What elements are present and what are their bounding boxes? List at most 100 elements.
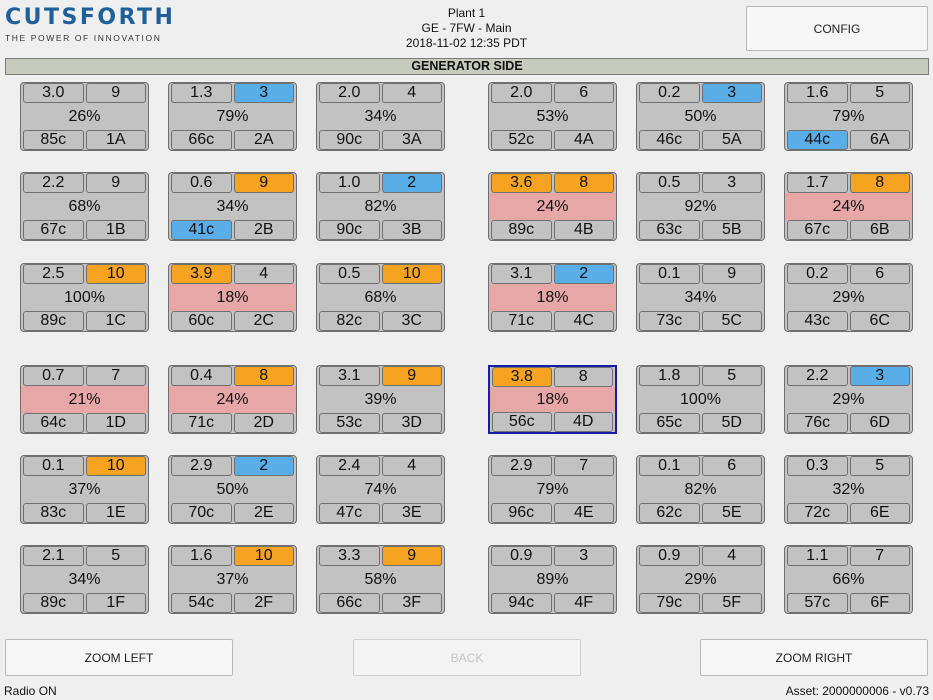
tile-position-id: 3E	[381, 503, 442, 523]
tile-position-id: 1C	[85, 311, 146, 331]
brush-tile-5c[interactable]: 0.1 9 34% 73c 5C	[636, 263, 765, 332]
zoom-right-button[interactable]: ZOOM RIGHT	[700, 639, 928, 676]
tile-wear-value: 0.5	[639, 173, 700, 193]
brush-tile-2e[interactable]: 2.9 2 50% 70c 2E	[168, 455, 297, 524]
tile-wear-value: 2.9	[491, 456, 552, 476]
tile-top-row: 3.0 9	[21, 83, 148, 103]
brush-tile-1e[interactable]: 0.1 10 37% 83c 1E	[20, 455, 149, 524]
brush-tile-3c[interactable]: 0.5 10 68% 82c 3C	[316, 263, 445, 332]
tile-percent: 29%	[684, 570, 717, 588]
tile-temperature: 82c	[319, 311, 380, 331]
tile-temperature: 56c	[492, 412, 552, 432]
brush-tile-6f[interactable]: 1.1 7 66% 57c 6F	[784, 545, 913, 614]
brush-tile-2c[interactable]: 3.9 4 18% 60c 2C	[168, 263, 297, 332]
tile-position-id: 5F	[701, 593, 762, 613]
logo-wordmark: CUTSFORTH	[5, 5, 176, 30]
tile-bottom-row: 67c 1B	[21, 220, 148, 240]
brush-tile-5e[interactable]: 0.1 6 82% 62c 5E	[636, 455, 765, 524]
brush-tile-6c[interactable]: 0.2 6 29% 43c 6C	[784, 263, 913, 332]
tile-temperature: 70c	[171, 503, 232, 523]
tile-percent: 50%	[684, 107, 717, 125]
tile-position-id: 5E	[701, 503, 762, 523]
brush-tile-3f[interactable]: 3.3 9 58% 66c 3F	[316, 545, 445, 614]
tile-percent: 18%	[169, 284, 296, 311]
tile-bottom-row: 83c 1E	[21, 503, 148, 523]
tile-bottom-row: 41c 2B	[169, 220, 296, 240]
tile-bottom-row: 70c 2E	[169, 503, 296, 523]
tile-percent: 89%	[536, 570, 569, 588]
tile-bottom-row: 71c 2D	[169, 413, 296, 433]
tile-temperature: 46c	[639, 130, 700, 150]
tile-temperature: 66c	[171, 130, 232, 150]
tile-bottom-row: 54c 2F	[169, 593, 296, 613]
tile-count-value: 8	[849, 173, 910, 193]
tile-percent: 18%	[489, 284, 616, 311]
brush-tile-2b[interactable]: 0.6 9 34% 41c 2B	[168, 172, 297, 241]
tile-percent: 37%	[68, 480, 101, 498]
brush-tile-4f[interactable]: 0.9 3 89% 94c 4F	[488, 545, 617, 614]
tile-top-row: 1.7 8	[785, 173, 912, 193]
tile-wear-value: 1.7	[787, 173, 848, 193]
tile-top-row: 3.8 8	[490, 367, 615, 387]
brush-tile-2f[interactable]: 1.6 10 37% 54c 2F	[168, 545, 297, 614]
tile-top-row: 0.1 6	[637, 456, 764, 476]
tile-temperature: 54c	[171, 593, 232, 613]
brush-tile-1d[interactable]: 0.7 7 21% 64c 1D	[20, 365, 149, 434]
brush-tile-6e[interactable]: 0.3 5 32% 72c 6E	[784, 455, 913, 524]
tile-count-value: 7	[85, 366, 146, 386]
brush-tile-4a[interactable]: 2.0 6 53% 52c 4A	[488, 82, 617, 151]
tile-wear-value: 3.6	[491, 173, 552, 193]
tile-temperature: 65c	[639, 413, 700, 433]
tile-temperature: 60c	[171, 311, 232, 331]
zoom-left-button[interactable]: ZOOM LEFT	[5, 639, 233, 676]
brush-tile-5d[interactable]: 1.8 5 100% 65c 5D	[636, 365, 765, 434]
tile-percent: 92%	[684, 197, 717, 215]
tile-count-value: 3	[701, 173, 762, 193]
brush-tile-1a[interactable]: 3.0 9 26% 85c 1A	[20, 82, 149, 151]
brush-tile-3a[interactable]: 2.0 4 34% 90c 3A	[316, 82, 445, 151]
tile-bottom-row: 73c 5C	[637, 311, 764, 331]
tile-position-id: 6B	[849, 220, 910, 240]
tile-top-row: 0.2 6	[785, 264, 912, 284]
tile-bottom-row: 89c 1F	[21, 593, 148, 613]
tile-bottom-row: 52c 4A	[489, 130, 616, 150]
brush-tile-6b[interactable]: 1.7 8 24% 67c 6B	[784, 172, 913, 241]
tile-percent: 24%	[169, 386, 296, 413]
tile-position-id: 6E	[849, 503, 910, 523]
tile-bottom-row: 82c 3C	[317, 311, 444, 331]
tile-percent: 34%	[364, 107, 397, 125]
tile-wear-value: 2.4	[319, 456, 380, 476]
tile-temperature: 52c	[491, 130, 552, 150]
brush-tile-2d[interactable]: 0.4 8 24% 71c 2D	[168, 365, 297, 434]
tile-bottom-row: 85c 1A	[21, 130, 148, 150]
tile-position-id: 5C	[701, 311, 762, 331]
brush-tile-6d[interactable]: 2.2 3 29% 76c 6D	[784, 365, 913, 434]
tile-count-value: 4	[233, 264, 294, 284]
back-button[interactable]: BACK	[353, 639, 581, 676]
tile-position-id: 1B	[85, 220, 146, 240]
tile-bottom-row: 66c 2A	[169, 130, 296, 150]
tile-temperature: 44c	[787, 130, 848, 150]
brush-tile-1b[interactable]: 2.2 9 68% 67c 1B	[20, 172, 149, 241]
brush-tile-3b[interactable]: 1.0 2 82% 90c 3B	[316, 172, 445, 241]
brush-tile-5a[interactable]: 0.2 3 50% 46c 5A	[636, 82, 765, 151]
brush-tile-3d[interactable]: 3.1 9 39% 53c 3D	[316, 365, 445, 434]
brush-tile-6a[interactable]: 1.6 5 79% 44c 6A	[784, 82, 913, 151]
brush-tile-4b[interactable]: 3.6 8 24% 89c 4B	[488, 172, 617, 241]
tile-position-id: 2E	[233, 503, 294, 523]
tile-percent: 21%	[21, 386, 148, 413]
brush-tile-4c[interactable]: 3.1 2 18% 71c 4C	[488, 263, 617, 332]
brush-tile-2a[interactable]: 1.3 3 79% 66c 2A	[168, 82, 297, 151]
tile-temperature: 57c	[787, 593, 848, 613]
brush-tile-1c[interactable]: 2.5 10 100% 89c 1C	[20, 263, 149, 332]
brush-tile-4e[interactable]: 2.9 7 79% 96c 4E	[488, 455, 617, 524]
brush-tile-5f[interactable]: 0.9 4 29% 79c 5F	[636, 545, 765, 614]
tile-wear-value: 0.6	[171, 173, 232, 193]
tile-position-id: 4C	[553, 311, 614, 331]
tile-bottom-row: 63c 5B	[637, 220, 764, 240]
config-button[interactable]: CONFIG	[746, 6, 928, 51]
brush-tile-3e[interactable]: 2.4 4 74% 47c 3E	[316, 455, 445, 524]
brush-tile-4d[interactable]: 3.8 8 18% 56c 4D	[488, 365, 617, 434]
brush-tile-1f[interactable]: 2.1 5 34% 89c 1F	[20, 545, 149, 614]
brush-tile-5b[interactable]: 0.5 3 92% 63c 5B	[636, 172, 765, 241]
